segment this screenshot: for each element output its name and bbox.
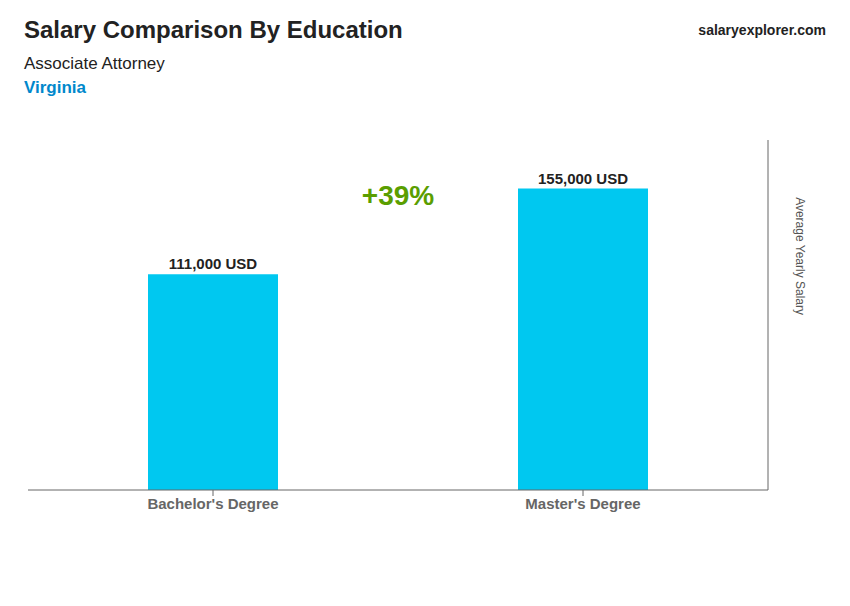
html-text:Associate Attorney: Associate Attorney [24, 54, 165, 73]
svg-text:111,000 USD: 111,000 USD [169, 255, 258, 272]
html-text:Virginia: Virginia [24, 78, 86, 97]
svg-text:Average Yearly Salary: Average Yearly Salary [793, 197, 807, 315]
svg-text:Bachelor's Degree: Bachelor's Degree [147, 495, 278, 512]
html-text:salaryexplorer.com: salaryexplorer.com [698, 22, 826, 38]
svg-text:155,000 USD: 155,000 USD [538, 170, 628, 187]
html-text:+39%: +39% [361, 180, 435, 211]
html-text:Salary Comparison By Education: Salary Comparison By Education [24, 16, 403, 43]
svg-text:Master's Degree: Master's Degree [525, 495, 640, 512]
